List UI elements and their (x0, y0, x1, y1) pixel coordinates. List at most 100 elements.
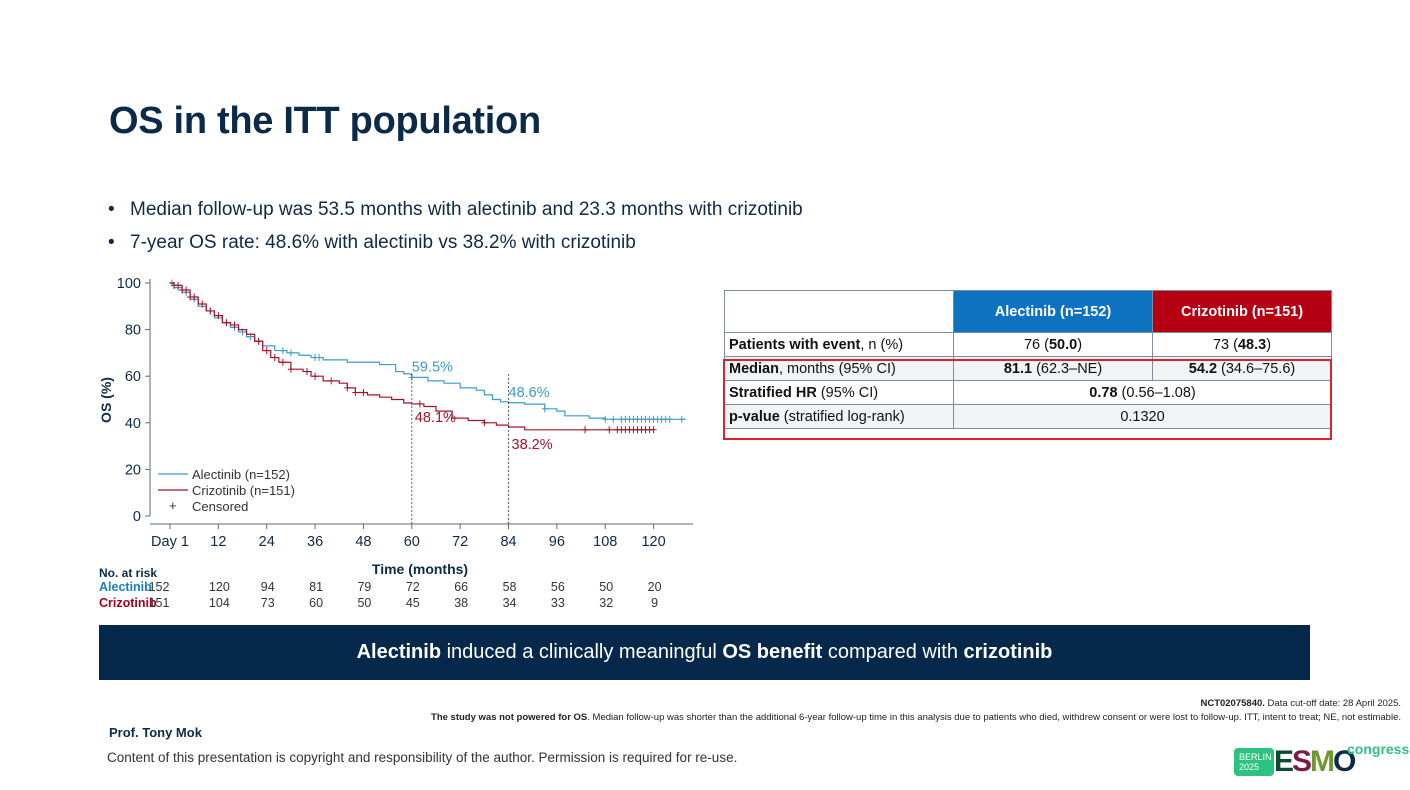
crizotinib-censor-mark (175, 281, 182, 289)
risk-count: 151 (148, 596, 170, 610)
annotation-label: 48.1% (415, 410, 456, 426)
crizotinib-censor-mark (582, 426, 589, 434)
presenter-name: Prof. Tony Mok (109, 725, 202, 740)
alectinib-censor-mark (666, 415, 673, 423)
crizotinib-censor-mark (263, 347, 270, 355)
row-median: Median, months (95% CI) 81.1 (62.3–NE) 5… (724, 356, 1332, 381)
risk-count: 73 (260, 596, 275, 610)
alectinib-censor-mark (610, 415, 617, 423)
crizotinib-censor-mark (287, 365, 294, 373)
risk-count: 152 (148, 580, 170, 594)
logo-letter: E (1274, 745, 1294, 778)
legend-entry: Censored (192, 499, 248, 514)
crizotinib-censor-mark (255, 337, 262, 345)
annotation-label: 38.2% (512, 437, 553, 453)
header-crizotinib: Crizotinib (n=151) (1152, 290, 1332, 333)
risk-count: 32 (599, 596, 614, 610)
risk-count: 60 (309, 596, 324, 610)
x-tick-label: Day 1 (151, 534, 189, 550)
risk-table: No. at risk Alectinib 152 120 94 81 79 72 66 58 5… (99, 566, 662, 612)
risk-count: 9 (651, 596, 659, 610)
crizotinib-curve (170, 282, 654, 431)
alectinib-curve (170, 282, 686, 420)
crizotinib-censor-mark (223, 319, 230, 327)
esmo-logo: BERLIN 2025 ESMO congress (1234, 741, 1409, 779)
x-tick-label: 36 (307, 534, 323, 550)
bullet-icon: • (108, 199, 115, 220)
annotation-label: 48.6% (509, 385, 550, 401)
y-axis-title: OS (%) (98, 377, 114, 423)
legend-entry: Crizotinib (n=151) (192, 483, 295, 498)
risk-row-crizotinib: Crizotinib 151 104 73 60 50 45 38 34 33 32 9 (99, 596, 658, 612)
risk-count: 94 (260, 580, 275, 594)
conclusion-banner: Alectinib induced a clinically meaningfu… (99, 625, 1310, 680)
risk-count: 20 (647, 580, 662, 594)
crizotinib-censor-mark (271, 354, 278, 362)
summary-header-row: Alectinib (n=152) Crizotinib (n=151) (724, 290, 1332, 333)
y-tick-label: 60 (125, 369, 141, 385)
crizotinib-censor-mark (416, 400, 423, 408)
risk-count: 33 (550, 596, 565, 610)
y-tick-label: 100 (117, 276, 141, 292)
crizotinib-censor-mark (215, 312, 222, 320)
y-tick-label: 20 (125, 462, 141, 478)
crizotinib-censor-mark (312, 372, 319, 380)
y-tick-label: 0 (133, 509, 141, 525)
x-tick-label: 96 (549, 534, 565, 550)
logo-esmo-letters: ESMO (1274, 745, 1356, 779)
crizotinib-censor-mark (328, 377, 335, 385)
alectinib-censor-mark (678, 415, 685, 423)
logo-letter: M (1310, 745, 1335, 778)
bullet-icon: • (108, 232, 115, 253)
x-tick-label: 120 (641, 534, 665, 550)
risk-table-header: No. at risk (99, 566, 158, 580)
crizotinib-censor-mark (183, 286, 190, 294)
x-tick-label: 48 (355, 534, 371, 550)
x-axis-title: Time (months) (372, 561, 468, 577)
crizotinib-censor-mark (199, 300, 206, 308)
risk-count: 58 (502, 580, 517, 594)
crizotinib-censor-mark (191, 293, 198, 301)
x-tick-label: 84 (500, 534, 516, 550)
risk-count: 34 (502, 596, 517, 610)
footnote-trial: NCT02075840. Data cut-off date: 28 April… (1200, 698, 1401, 709)
x-tick-label: 12 (210, 534, 226, 550)
copyright-notice: Content of this presentation is copyrigh… (107, 750, 738, 765)
annotation-label: 59.5% (412, 359, 453, 375)
risk-count: 50 (357, 596, 372, 610)
logo-letter: S (1292, 745, 1312, 778)
row-p-value: p-value (stratified log-rank) 0.1320 (724, 404, 1332, 429)
logo-congress: congress (1347, 741, 1410, 757)
header-empty (724, 290, 954, 333)
risk-count: 72 (405, 580, 420, 594)
alectinib-censor-mark (541, 405, 548, 413)
crizotinib-censor-mark (231, 321, 238, 329)
crizotinib-censor-mark (481, 419, 488, 427)
header-alectinib: Alectinib (n=152) (953, 290, 1153, 333)
slide-title: OS in the ITT population (109, 100, 541, 142)
logo-city-badge: BERLIN 2025 (1234, 748, 1274, 776)
bullet-list: • Median follow-up was 53.5 months with a… (108, 197, 803, 263)
alectinib-censor-mark (279, 347, 286, 355)
risk-count: 45 (405, 596, 420, 610)
x-tick-label: 108 (593, 534, 617, 550)
row-patients-with-event: Patients with event, n (%) 76 (50.0) 73 … (724, 332, 1332, 357)
risk-count: 56 (550, 580, 565, 594)
legend-censored-icon: + (169, 498, 177, 513)
risk-count: 66 (454, 580, 469, 594)
risk-row-label: Alectinib (99, 580, 152, 594)
x-tick-label: 24 (259, 534, 275, 550)
summary-table: Alectinib (n=152) Crizotinib (n=151) Pat… (724, 290, 1332, 429)
crizotinib-censor-mark (360, 389, 367, 397)
y-tick-label: 40 (125, 416, 141, 432)
bullet-item: • Median follow-up was 53.5 months with a… (108, 197, 803, 230)
row-stratified-hr: Stratified HR (95% CI) 0.78 (0.56–1.08) (724, 380, 1332, 405)
alectinib-censor-mark (316, 354, 323, 362)
alectinib-censor-mark (602, 415, 609, 423)
crizotinib-censor-mark (207, 307, 214, 315)
y-tick-label: 80 (125, 323, 141, 339)
risk-count: 81 (309, 580, 324, 594)
risk-count: 120 (208, 580, 230, 594)
alectinib-censor-mark (287, 349, 294, 357)
